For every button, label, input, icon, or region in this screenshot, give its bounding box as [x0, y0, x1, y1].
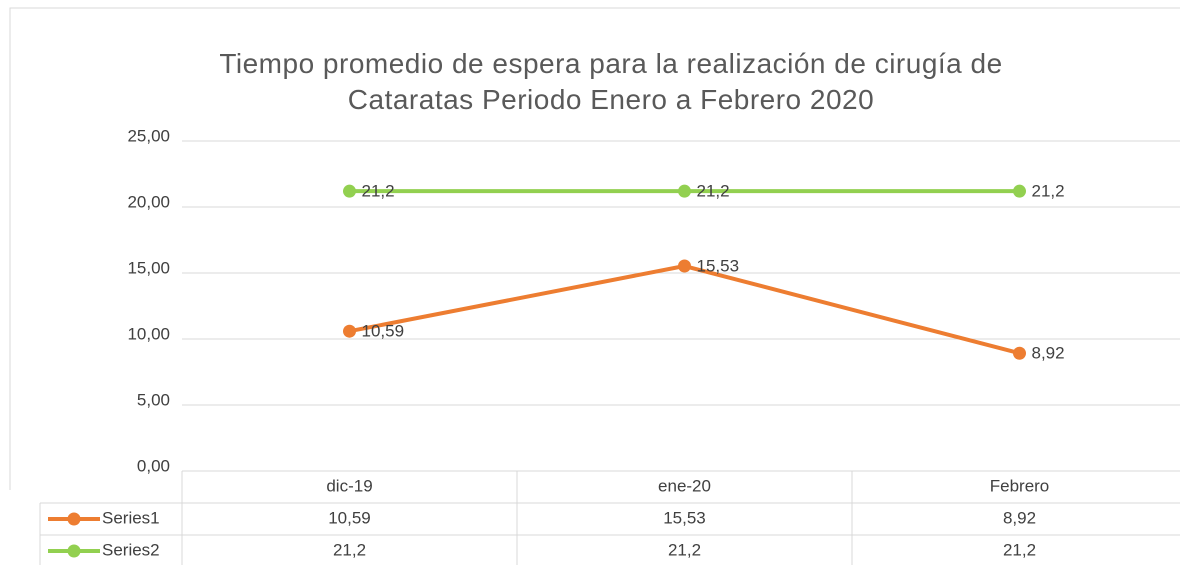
table-value: 8,92 — [1003, 508, 1036, 527]
table-value: 15,53 — [663, 508, 706, 527]
chart-frame — [9, 7, 1180, 490]
data-label: 21,2 — [1032, 182, 1065, 201]
data-point — [1013, 346, 1026, 360]
data-point — [1013, 184, 1026, 198]
table-category: ene-20 — [658, 476, 711, 495]
legend-label: Series2 — [102, 540, 160, 559]
data-point — [343, 184, 356, 198]
y-tick-label: 25,00 — [127, 126, 170, 145]
table-value: 21,2 — [333, 540, 366, 559]
table-value: 21,2 — [668, 540, 701, 559]
y-tick-label: 10,00 — [127, 324, 170, 343]
y-tick-label: 5,00 — [137, 390, 170, 409]
legend-marker — [67, 512, 81, 526]
data-label: 8,92 — [1032, 344, 1065, 363]
data-label: 10,59 — [362, 322, 405, 341]
data-label: 21,2 — [362, 182, 395, 201]
data-point — [678, 184, 691, 198]
table-category: Febrero — [990, 476, 1050, 495]
series-line — [349, 264, 1021, 356]
data-label: 21,2 — [697, 182, 730, 201]
y-tick-label: 20,00 — [127, 192, 170, 211]
chart-title: Tiempo promedio de espera para la realiz… — [219, 48, 1003, 115]
data-label: 15,53 — [697, 256, 740, 275]
table-category: dic-19 — [326, 476, 372, 495]
legend-marker — [67, 544, 81, 558]
data-point — [343, 324, 356, 338]
legend-label: Series1 — [102, 508, 160, 527]
y-tick-label: 15,00 — [127, 258, 170, 277]
table-value: 10,59 — [328, 508, 371, 527]
y-tick-label: 0,00 — [137, 456, 170, 475]
table-value: 21,2 — [1003, 540, 1036, 559]
data-point — [678, 259, 691, 273]
